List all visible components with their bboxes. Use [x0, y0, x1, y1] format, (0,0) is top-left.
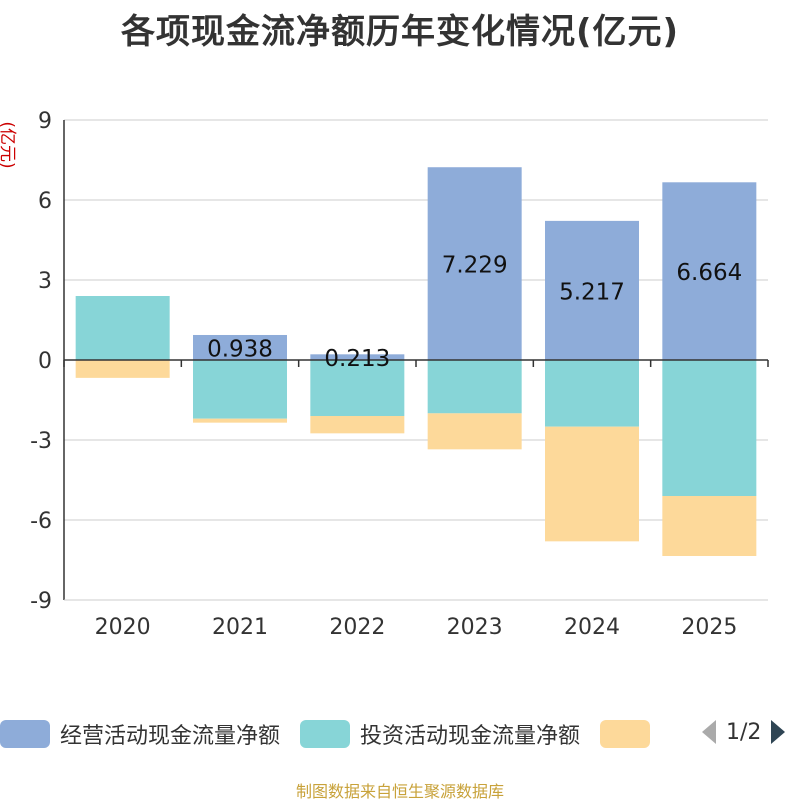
data-label-operating: 6.664 — [676, 260, 742, 286]
y-tick-label: 3 — [38, 269, 52, 294]
x-tick-label: 2024 — [564, 615, 620, 640]
bar-investing-2020 — [75, 296, 170, 360]
y-tick-label: 9 — [38, 109, 52, 134]
bar-financing-2025 — [662, 496, 757, 556]
x-tick-label: 2021 — [212, 615, 268, 640]
legend: 经营活动现金流量净额 投资活动现金流量净额 — [0, 716, 800, 752]
legend-swatch-investing — [300, 720, 351, 748]
chart-title: 各项现金流净额历年变化情况(亿元) — [120, 12, 680, 52]
legend-item-operating[interactable]: 经营活动现金流量净额 — [0, 718, 280, 750]
bar-operating-2025 — [662, 182, 757, 360]
data-label-operating: 0.213 — [324, 346, 390, 372]
y-tick-label: 0 — [38, 349, 52, 374]
x-tick-label: 2022 — [329, 615, 385, 640]
x-tick-label: 2025 — [681, 615, 737, 640]
legend-swatch-financing — [600, 720, 651, 748]
data-label-operating: 0.938 — [207, 336, 273, 362]
y-tick-label: -6 — [30, 509, 52, 534]
bar-financing-2021 — [193, 418, 287, 423]
legend-item-investing[interactable]: 投资活动现金流量净额 — [300, 718, 580, 750]
bar-operating-2024 — [545, 220, 639, 360]
pager-next-icon[interactable] — [769, 718, 787, 746]
legend-pager: 1/2 — [700, 718, 787, 746]
bar-investing-2022 — [310, 360, 405, 416]
bar-financing-2022 — [310, 416, 405, 434]
legend-item-financing[interactable] — [600, 720, 660, 748]
x-tick-label: 2020 — [95, 615, 151, 640]
bar-investing-2024 — [545, 360, 639, 427]
y-axis-title: (亿元) — [0, 121, 17, 168]
bar-operating-2022 — [310, 354, 405, 360]
bar-operating-2021 — [193, 334, 287, 360]
bar-investing-2021 — [193, 360, 287, 419]
pager-page-indicator: 1/2 — [726, 719, 762, 745]
pager-prev-icon[interactable] — [700, 718, 718, 746]
source-footer: 制图数据来自恒生聚源数据库 — [295, 782, 504, 801]
bar-financing-2024 — [545, 426, 639, 542]
y-tick-label: 6 — [38, 189, 52, 214]
y-tick-label: -9 — [30, 589, 52, 614]
data-label-operating: 7.229 — [442, 253, 508, 279]
legend-swatch-operating — [0, 720, 50, 748]
bar-investing-2023 — [427, 360, 522, 414]
y-tick-label: -3 — [30, 429, 52, 454]
bar-investing-2025 — [662, 360, 757, 496]
x-tick-label: 2023 — [447, 615, 503, 640]
chart-canvas: -9 -6 -3 0 3 6 9 (亿元) 2020 2021 2022 2023 2024 2025 0.… — [0, 109, 769, 640]
bar-financing-2020 — [75, 360, 170, 378]
data-label-operating: 5.217 — [559, 279, 625, 305]
bar-financing-2023 — [427, 413, 522, 450]
bar-operating-2023 — [427, 167, 522, 360]
legend-label-operating: 经营活动现金流量净额 — [60, 724, 281, 749]
legend-label-investing: 投资活动现金流量净额 — [360, 724, 581, 749]
